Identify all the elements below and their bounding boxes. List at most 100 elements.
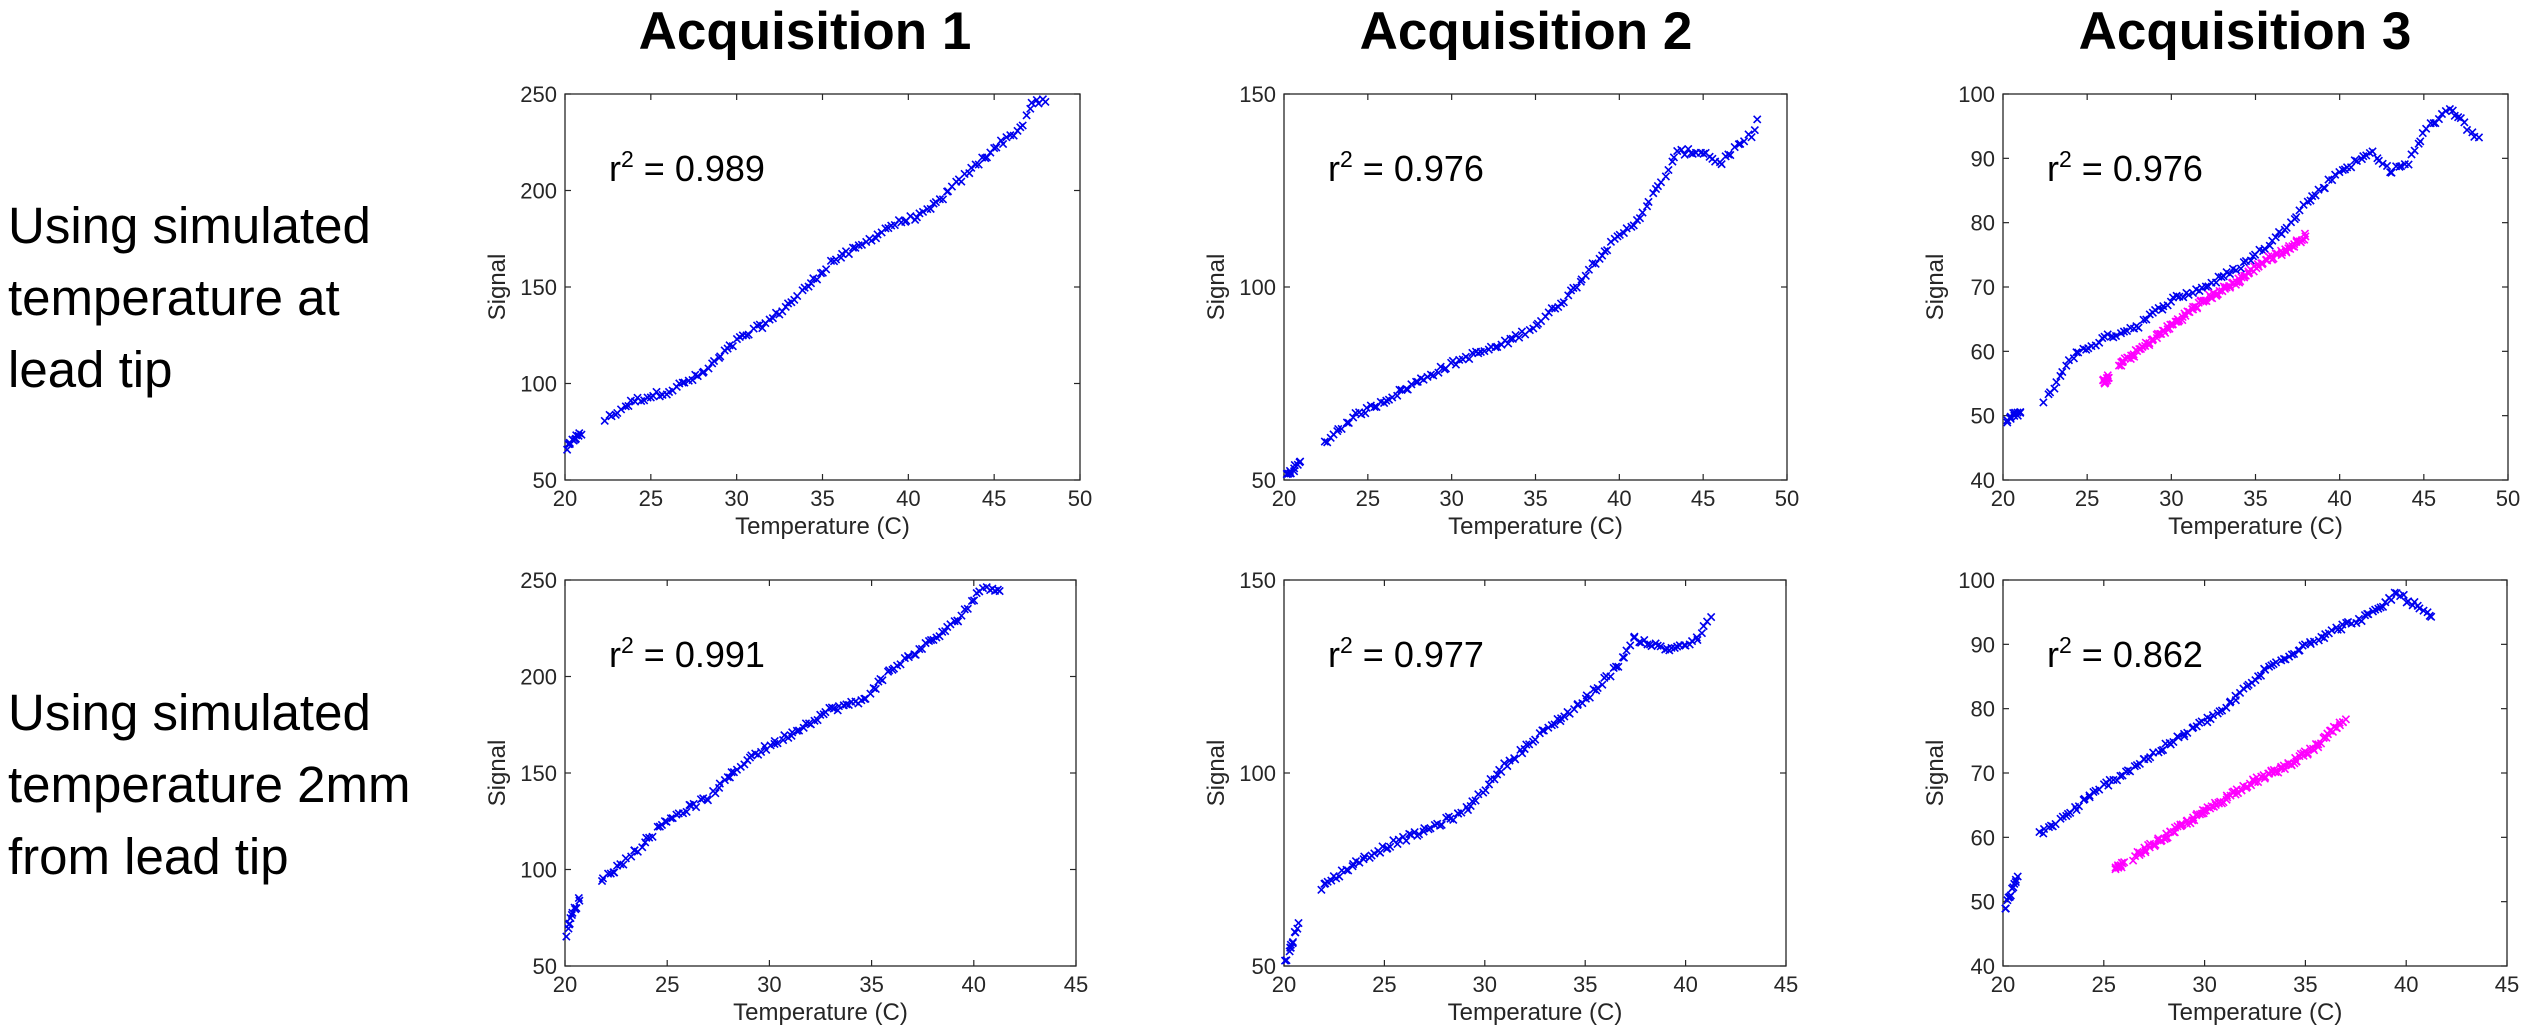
data-point (1626, 641, 1635, 650)
data-point (2134, 323, 2143, 332)
column-title-acquisition-1: Acquisition 1 (638, 2, 972, 61)
x-tick-label: 25 (1356, 486, 1380, 511)
data-point (2111, 331, 2121, 341)
data-point (1572, 283, 1581, 292)
r-squared-annotation: r2 = 0.976 (2047, 146, 2203, 189)
data-point (758, 323, 767, 333)
data-point (2052, 377, 2061, 387)
data-point (1018, 121, 1027, 130)
y-tick-label: 60 (1971, 825, 1995, 850)
x-tick-label: 25 (2075, 486, 2099, 511)
data-point (627, 852, 636, 861)
data-point (2192, 304, 2202, 313)
r-symbol: r (2047, 148, 2059, 189)
data-point (1619, 228, 1629, 238)
data-point (1506, 334, 1515, 343)
data-point (935, 195, 945, 204)
data-point (918, 207, 928, 217)
data-point (636, 396, 646, 406)
data-point (1611, 662, 1621, 671)
data-point (688, 375, 697, 385)
x-tick-label: 20 (553, 486, 577, 511)
data-point (812, 275, 822, 284)
data-point (597, 876, 607, 886)
data-point (854, 241, 863, 250)
data-point (995, 586, 1004, 596)
data-point (1635, 214, 1645, 223)
r-squared-annotation: r2 = 0.862 (2047, 632, 2203, 675)
data-point (1407, 380, 1416, 389)
data-point (727, 768, 736, 777)
data-point (567, 910, 577, 920)
data-point (1584, 265, 1594, 274)
r-squared-value: = 0.989 (634, 148, 765, 189)
data-point (716, 352, 725, 361)
x-tick-label: 50 (1775, 486, 1799, 511)
y-tick-label: 90 (1971, 146, 1995, 171)
superscript-2: 2 (2059, 632, 2072, 658)
data-point (1656, 642, 1665, 651)
r-squared-value: = 0.991 (634, 634, 765, 675)
data-point (682, 807, 691, 817)
data-point (967, 596, 977, 606)
data-point (773, 738, 782, 748)
data-point (1348, 861, 1357, 871)
x-tick-label: 40 (1607, 486, 1631, 511)
data-point (1635, 637, 1644, 647)
data-point (2300, 229, 2310, 238)
data-point (2260, 244, 2269, 253)
data-point (1335, 872, 1344, 881)
data-point (709, 356, 719, 366)
data-point (1426, 824, 1435, 833)
data-point (778, 735, 788, 745)
data-point (2179, 293, 2188, 302)
data-point (2011, 877, 2020, 887)
data-point (965, 168, 974, 178)
data-point (2429, 118, 2438, 128)
scatter-chart-1: 20 25 30 35 40 45 50 50 100 150 200 250 Temperature … (484, 82, 1092, 540)
data-point (711, 789, 720, 798)
data-point (844, 249, 854, 259)
data-point (896, 660, 905, 669)
data-point (1402, 836, 1411, 845)
y-tick-label: 200 (520, 179, 557, 204)
data-point (1538, 726, 1547, 735)
data-point (2016, 408, 2025, 418)
scatter-chart-2: 20 25 30 35 40 45 50 50 100 150 Temperature (C) Sig… (1203, 82, 1799, 540)
r-squared-value: = 0.862 (2072, 634, 2203, 675)
data-point (2206, 714, 2215, 724)
data-point (1544, 308, 1553, 317)
data-point (842, 700, 851, 709)
data-point (904, 652, 913, 662)
y-tick-label: 50 (1252, 954, 1276, 979)
data-point (1693, 635, 1702, 645)
data-point (821, 265, 831, 274)
data-point (2292, 757, 2301, 766)
data-point (2237, 786, 2246, 795)
data-point (703, 796, 713, 805)
data-point (941, 626, 950, 636)
data-point (2390, 588, 2399, 597)
data-point (2378, 159, 2387, 168)
data-point (1463, 805, 1473, 815)
data-point (1474, 790, 1483, 799)
data-point (917, 644, 927, 654)
x-tick-label: 35 (1573, 972, 1597, 997)
data-point (2225, 283, 2235, 292)
data-point (2341, 715, 2351, 724)
data-point (699, 367, 708, 376)
data-point (1522, 740, 1531, 749)
x-tick-label: 30 (1473, 972, 1497, 997)
data-point (2301, 232, 2310, 241)
data-point (1286, 943, 1295, 952)
superscript-2: 2 (1340, 632, 1353, 658)
data-point (837, 249, 847, 259)
data-point (957, 177, 966, 186)
data-point (2103, 371, 2112, 380)
data-point (1334, 424, 1343, 434)
data-point (788, 728, 797, 737)
row-label-line: from lead tip (8, 828, 289, 885)
data-point (2462, 125, 2472, 135)
data-point (1664, 165, 1673, 175)
data-point (1680, 150, 1689, 159)
